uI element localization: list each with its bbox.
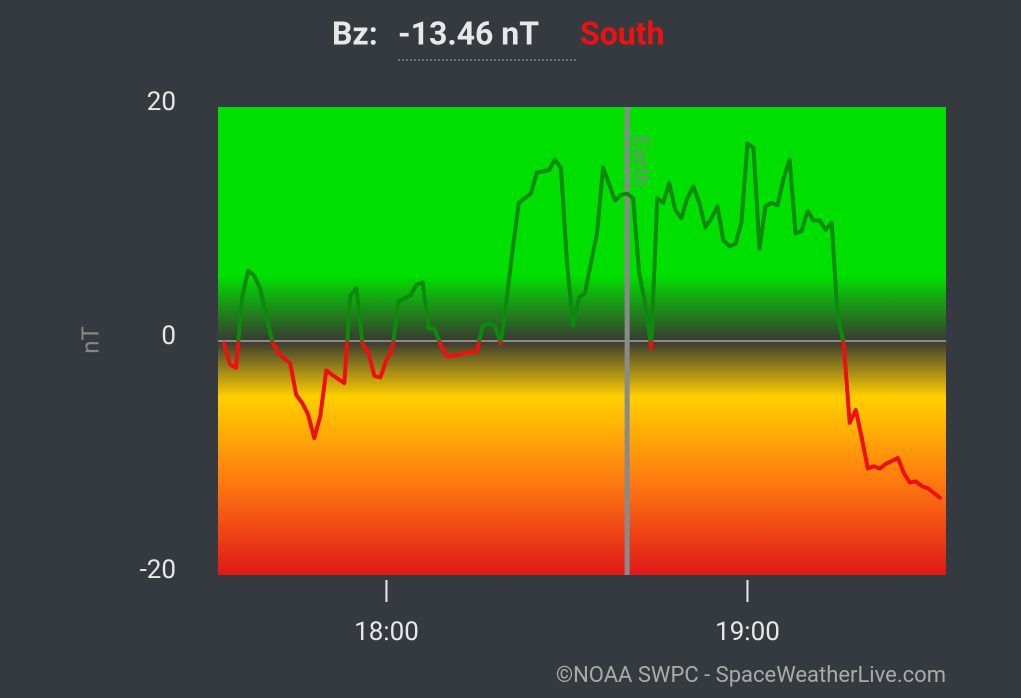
y-tick-label: 20 <box>147 87 176 117</box>
x-tick-label: 19:00 <box>715 617 780 647</box>
marks: -20 0 20 18:00 19:00 Earth <box>140 87 946 647</box>
title-label: Bz: <box>332 14 378 52</box>
series-line <box>222 141 942 500</box>
annotation-label: Earth <box>627 135 652 187</box>
y-axis-label: nT <box>76 326 104 354</box>
x-tick-label: 18:00 <box>354 617 419 647</box>
title-value: -13.46 nT <box>398 14 539 52</box>
title-direction: South <box>580 14 664 52</box>
y-tick-label: -20 <box>140 555 176 585</box>
credit: ©NOAA SWPC - SpaceWeatherLive.com <box>556 663 946 688</box>
y-tick-label: 0 <box>161 321 176 351</box>
